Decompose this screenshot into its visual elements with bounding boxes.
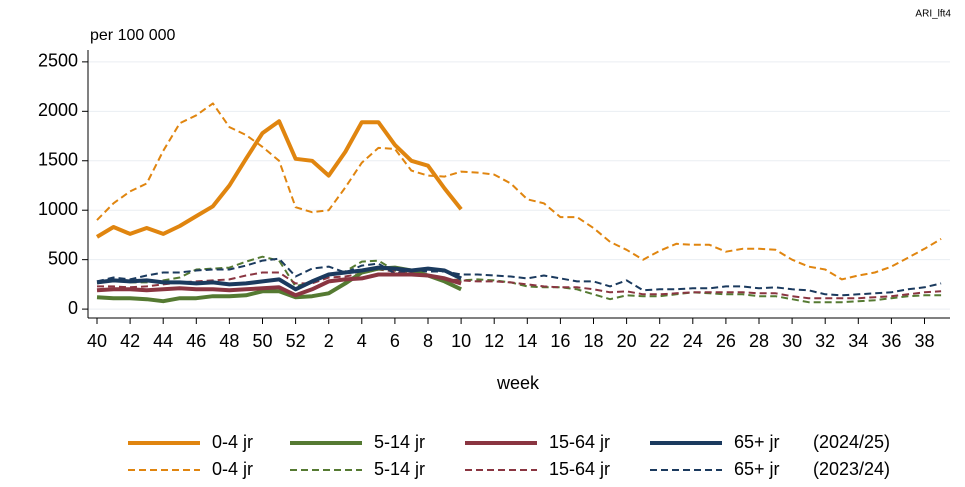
series-line: [96, 272, 462, 298]
x-tick-label: 40: [87, 331, 107, 351]
series-line: [97, 268, 942, 300]
x-axis-label: week: [496, 373, 540, 393]
legend-label: 0-4 jr: [212, 432, 253, 452]
x-tick-label: 28: [749, 331, 769, 351]
legend-label: 15-64 jr: [549, 459, 610, 479]
series-line: [96, 265, 462, 292]
y-axis-label: per 100 000: [90, 27, 176, 44]
y-tick-label: 1500: [38, 150, 78, 170]
x-tick-label: 6: [390, 331, 400, 351]
x-tick-label: 42: [120, 331, 140, 351]
series-line: [96, 255, 942, 304]
series-line: [96, 102, 942, 281]
legend-period: (2024/25): [813, 432, 890, 452]
y-tick-label: 500: [48, 248, 78, 268]
legend-label: 65+ jr: [734, 459, 780, 479]
x-tick-label: 52: [286, 331, 306, 351]
x-tick-label: 18: [583, 331, 603, 351]
x-tick-label: 44: [153, 331, 173, 351]
legend-label: 5-14 jr: [374, 432, 425, 452]
x-tick-label: 50: [252, 331, 272, 351]
legend-label: 0-4 jr: [212, 459, 253, 479]
y-tick-label: 2500: [38, 51, 78, 71]
x-tick-label: 46: [186, 331, 206, 351]
legend-label: 5-14 jr: [374, 459, 425, 479]
x-tick-label: 22: [650, 331, 670, 351]
x-tick-label: 20: [617, 331, 637, 351]
x-tick-label: 48: [219, 331, 239, 351]
legend-period: (2023/24): [813, 459, 890, 479]
y-tick-label: 0: [68, 298, 78, 318]
x-tick-label: 10: [451, 331, 471, 351]
x-tick-label: 2: [324, 331, 334, 351]
legend-label: 15-64 jr: [549, 432, 610, 452]
series-line: [95, 119, 463, 239]
x-tick-label: 32: [815, 331, 835, 351]
x-tick-label: 30: [782, 331, 802, 351]
x-tick-label: 12: [484, 331, 504, 351]
series-line: [96, 257, 942, 297]
x-tick-label: 38: [914, 331, 934, 351]
x-tick-label: 24: [683, 331, 703, 351]
x-tick-label: 36: [881, 331, 901, 351]
x-tick-label: 8: [423, 331, 433, 351]
x-tick-label: 34: [848, 331, 868, 351]
corner-label: ARI_lft4: [915, 9, 951, 20]
x-tick-label: 4: [357, 331, 367, 351]
x-tick-label: 14: [517, 331, 537, 351]
y-tick-label: 1000: [38, 199, 78, 219]
legend-label: 65+ jr: [734, 432, 780, 452]
x-tick-label: 26: [716, 331, 736, 351]
x-tick-label: 16: [550, 331, 570, 351]
y-tick-label: 2000: [38, 100, 78, 120]
